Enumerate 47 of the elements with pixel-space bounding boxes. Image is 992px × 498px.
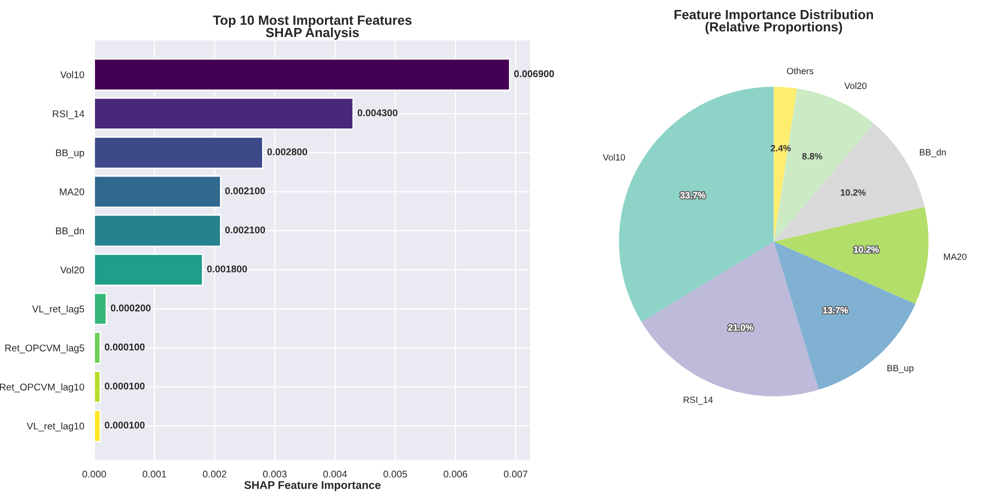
chart-title: Feature Importance Distribution (Relative Proportions)	[674, 10, 874, 34]
y-tick-label: Ret_OPCVM_lag10	[0, 383, 84, 392]
x-tick-label: 0.002	[202, 470, 226, 478]
y-tick-label: Vol20	[60, 266, 84, 274]
data-label: 33.7%	[680, 192, 706, 198]
data-label: 10.2%	[854, 246, 879, 253]
data-label: 10.2%	[840, 189, 866, 196]
data-label: 0.004300	[358, 109, 398, 116]
y-tick-label: BB_up	[56, 149, 84, 158]
data-label: 21.0%	[728, 324, 754, 331]
data-label: 8.8%	[802, 153, 822, 160]
data-label: 0.001800	[207, 265, 247, 272]
x-tick-label: 0.001	[142, 470, 166, 478]
x-tick-label: 0.004	[323, 470, 347, 478]
data-label: 0.000100	[104, 382, 145, 390]
data-label: 0.002100	[225, 226, 265, 234]
data-label: 0.006900	[514, 70, 554, 78]
pie-slice	[774, 242, 916, 390]
slice-label: MA20	[944, 254, 966, 260]
pie-slice	[774, 206, 928, 304]
x-tick-label: 0.006	[444, 470, 468, 478]
data-label: 0.000100	[104, 344, 145, 350]
x-axis-title: SHAP Feature Importance	[244, 481, 381, 492]
slice-label: Vol20	[844, 82, 867, 90]
x-tick-label: 0.000	[82, 470, 106, 478]
x-tick-label: 0.005	[383, 470, 408, 478]
y-tick-label: VL_ret_lag5	[32, 305, 84, 314]
data-label: 0.002100	[225, 187, 265, 194]
y-tick-label: RSI_14	[52, 110, 84, 120]
y-tick-label: MA20	[60, 188, 84, 196]
data-label: 0.000200	[110, 304, 151, 312]
slice-label: RSI_14	[684, 396, 713, 405]
y-tick-label: BB_dn	[56, 227, 84, 236]
data-label: 13.7%	[823, 307, 848, 314]
x-tick-label: 0.007	[504, 470, 528, 478]
pie-slice	[642, 242, 819, 396]
slice-label: Others	[787, 68, 814, 74]
y-tick-label: VL_ret_lag10	[26, 422, 84, 432]
data-label: 0.002800	[267, 148, 308, 156]
data-label: 0.000100	[104, 422, 145, 429]
y-tick-label: Vol10	[60, 71, 84, 78]
slice-label: BB_up	[887, 364, 914, 374]
x-tick-label: 0.003	[263, 470, 287, 478]
y-tick-label: Ret_OPCVM_lag5	[5, 344, 84, 354]
chart-title: Top 10 Most Important Features SHAP Analysis	[213, 16, 412, 40]
slice-label: BB_dn	[920, 148, 946, 158]
slice-label: Vol10	[602, 154, 626, 161]
